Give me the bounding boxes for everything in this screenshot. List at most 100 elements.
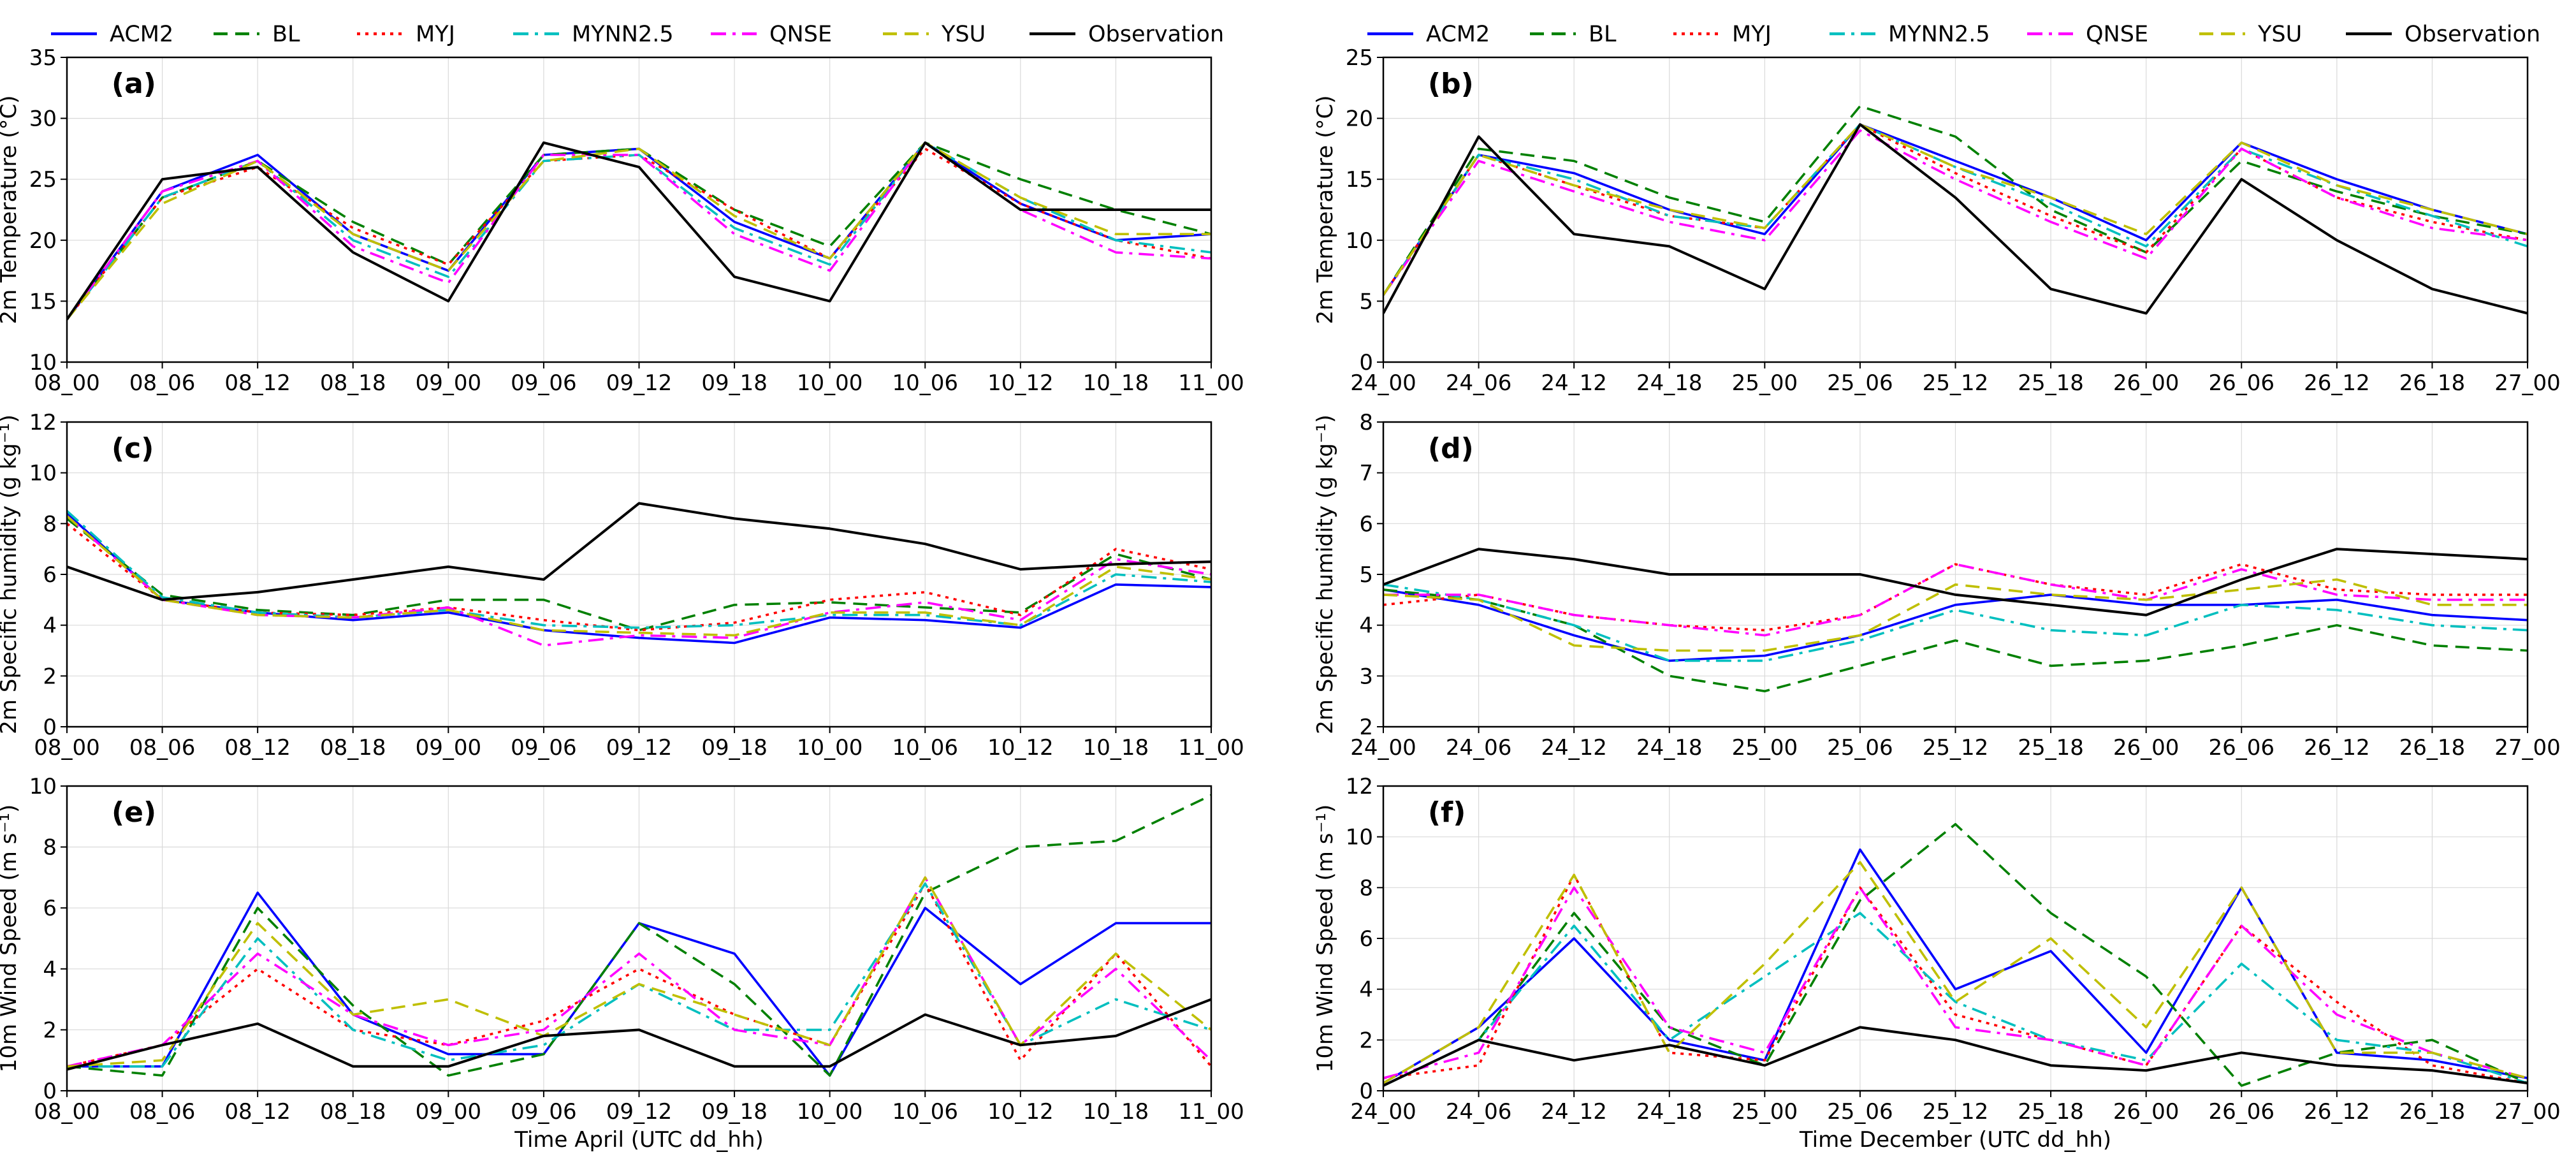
x-tick-label: 10_06 bbox=[892, 735, 958, 761]
x-tick-label: 10_12 bbox=[987, 370, 1054, 396]
series-line-mynn25 bbox=[1383, 583, 2528, 662]
x-tick-label: 08_12 bbox=[224, 1099, 291, 1125]
series-line-ysu bbox=[1383, 123, 2528, 296]
y-tick-label: 5 bbox=[1359, 289, 1373, 314]
panel-b: 24_00 24_06 24_12 24_18 25_00 25_06 25_12 25_18… bbox=[1313, 45, 2561, 396]
x-tick-label: 24_12 bbox=[1541, 370, 1607, 396]
x-tick-label: 10_12 bbox=[987, 1099, 1054, 1125]
series-line-bl bbox=[1383, 823, 2528, 1087]
x-tick-label: 25_12 bbox=[1923, 1099, 1989, 1125]
x-tick-label: 26_12 bbox=[2304, 1099, 2370, 1125]
legend-label: YSU bbox=[2257, 22, 2302, 47]
x-tick-label: 24_06 bbox=[1446, 735, 1512, 761]
series-line-bl bbox=[1383, 105, 2528, 296]
x-tick-label: 08_06 bbox=[129, 370, 196, 396]
x-tick-label: 11_00 bbox=[1178, 370, 1244, 396]
y-tick-label: 12 bbox=[1346, 774, 1373, 799]
x-tick-label: 08_18 bbox=[320, 735, 386, 761]
x-tick-label: 25_06 bbox=[1827, 735, 1893, 761]
x-tick-label: 10_12 bbox=[987, 735, 1054, 761]
x-tick-label: 25_06 bbox=[1827, 1099, 1893, 1125]
y-tick-label: 0 bbox=[43, 1079, 57, 1104]
x-tick-label: 27_00 bbox=[2494, 370, 2561, 396]
panel-tag: (a) bbox=[112, 68, 156, 100]
series-group bbox=[1383, 823, 2528, 1087]
x-tick-label: 09_00 bbox=[416, 370, 482, 396]
panel-tag: (b) bbox=[1428, 68, 1474, 100]
panel-e: 08_00 08_06 08_12 08_18 09_00 09_06 09_12 09_18… bbox=[0, 774, 1244, 1153]
x-tick-label: 25_06 bbox=[1827, 370, 1893, 396]
x-tick-label: 08_06 bbox=[129, 735, 196, 761]
panel-c: 08_00 08_06 08_12 08_18 09_00 09_06 09_12 09_18… bbox=[0, 410, 1244, 761]
x-tick-label: 08_00 bbox=[34, 1099, 100, 1125]
x-tick-label: 09_12 bbox=[606, 1099, 673, 1125]
y-tick-label: 15 bbox=[1346, 167, 1373, 193]
legend-label: MYNN2.5 bbox=[572, 22, 674, 47]
y-tick-label: 2 bbox=[1359, 715, 1373, 740]
panel-tag: (d) bbox=[1428, 432, 1474, 465]
x-tick-label: 09_18 bbox=[701, 1099, 768, 1125]
series-line-ysu bbox=[1383, 861, 2528, 1084]
legend-label: YSU bbox=[941, 22, 986, 47]
x-tick-label: 24_12 bbox=[1541, 735, 1607, 761]
x-tick-label: 09_00 bbox=[416, 1099, 482, 1125]
panel-a: 08_00 08_06 08_12 08_18 09_00 09_06 09_12 09_18… bbox=[0, 45, 1244, 396]
y-tick-label: 5 bbox=[1359, 562, 1373, 588]
series-line-observation bbox=[1383, 123, 2528, 315]
x-tick-label: 25_00 bbox=[1732, 370, 1798, 396]
y-tick-label: 0 bbox=[43, 715, 57, 740]
series-group bbox=[67, 502, 1211, 647]
y-axis-label: 2m Specific humidity (g kg⁻¹) bbox=[1313, 414, 1338, 734]
series-group bbox=[1383, 548, 2528, 692]
x-tick-label: 10_18 bbox=[1083, 1099, 1149, 1125]
x-tick-label: 08_18 bbox=[320, 1099, 386, 1125]
series-line-acm2 bbox=[1383, 588, 2528, 662]
x-tick-label: 26_12 bbox=[2304, 370, 2370, 396]
x-tick-label: 25_18 bbox=[2018, 1099, 2084, 1125]
panel-d: 24_00 24_06 24_12 24_18 25_00 25_06 25_12 25_18… bbox=[1313, 410, 2561, 761]
y-tick-label: 8 bbox=[43, 511, 57, 537]
y-tick-label: 7 bbox=[1359, 461, 1373, 486]
y-tick-label: 4 bbox=[1359, 613, 1373, 639]
y-tick-label: 6 bbox=[43, 562, 57, 588]
x-tick-label: 09_06 bbox=[511, 1099, 577, 1125]
x-tick-label: 09_18 bbox=[701, 735, 768, 761]
x-tick-label: 26_06 bbox=[2208, 1099, 2274, 1125]
y-tick-label: 20 bbox=[1346, 106, 1373, 132]
series-line-observation bbox=[1383, 1026, 2528, 1087]
y-tick-label: 8 bbox=[43, 835, 57, 861]
legend-label: MYJ bbox=[416, 22, 455, 47]
legend-label: MYJ bbox=[1732, 22, 1772, 47]
y-tick-label: 20 bbox=[29, 228, 57, 254]
y-tick-label: 8 bbox=[1359, 410, 1373, 435]
x-tick-label: 25_00 bbox=[1732, 735, 1798, 761]
x-tick-label: 25_00 bbox=[1732, 1099, 1798, 1125]
y-tick-label: 25 bbox=[1346, 45, 1373, 71]
panel-tag: (f) bbox=[1428, 796, 1466, 829]
x-tick-label: 24_00 bbox=[1350, 1099, 1416, 1125]
x-tick-label: 08_18 bbox=[320, 370, 386, 396]
x-tick-label: 08_12 bbox=[224, 370, 291, 396]
x-tick-label: 27_00 bbox=[2494, 735, 2561, 761]
x-tick-label: 10_18 bbox=[1083, 735, 1149, 761]
y-tick-label: 12 bbox=[29, 410, 57, 435]
x-tick-label: 24_12 bbox=[1541, 1099, 1607, 1125]
y-tick-label: 2 bbox=[43, 1017, 57, 1043]
series-line-qnse bbox=[1383, 563, 2528, 637]
legend-right: ACM2 BL MYJ MYNN2.5 QNSE YSU Observation bbox=[1367, 22, 2540, 47]
x-tick-label: 09_18 bbox=[701, 370, 768, 396]
x-tick-label: 24_00 bbox=[1350, 735, 1416, 761]
series-line-qnse bbox=[1383, 886, 2528, 1079]
x-tick-label: 25_12 bbox=[1923, 370, 1989, 396]
panel-tag: (e) bbox=[112, 796, 156, 829]
series-group bbox=[1383, 105, 2528, 315]
x-tick-label: 24_18 bbox=[1636, 735, 1703, 761]
x-tick-label: 24_00 bbox=[1350, 370, 1416, 396]
x-tick-label: 26_06 bbox=[2208, 735, 2274, 761]
y-tick-label: 2 bbox=[1359, 1028, 1373, 1053]
series-line-mynn25 bbox=[1383, 912, 2528, 1087]
x-tick-label: 26_18 bbox=[2399, 1099, 2466, 1125]
x-tick-label: 10_18 bbox=[1083, 370, 1149, 396]
x-tick-label: 26_06 bbox=[2208, 370, 2274, 396]
